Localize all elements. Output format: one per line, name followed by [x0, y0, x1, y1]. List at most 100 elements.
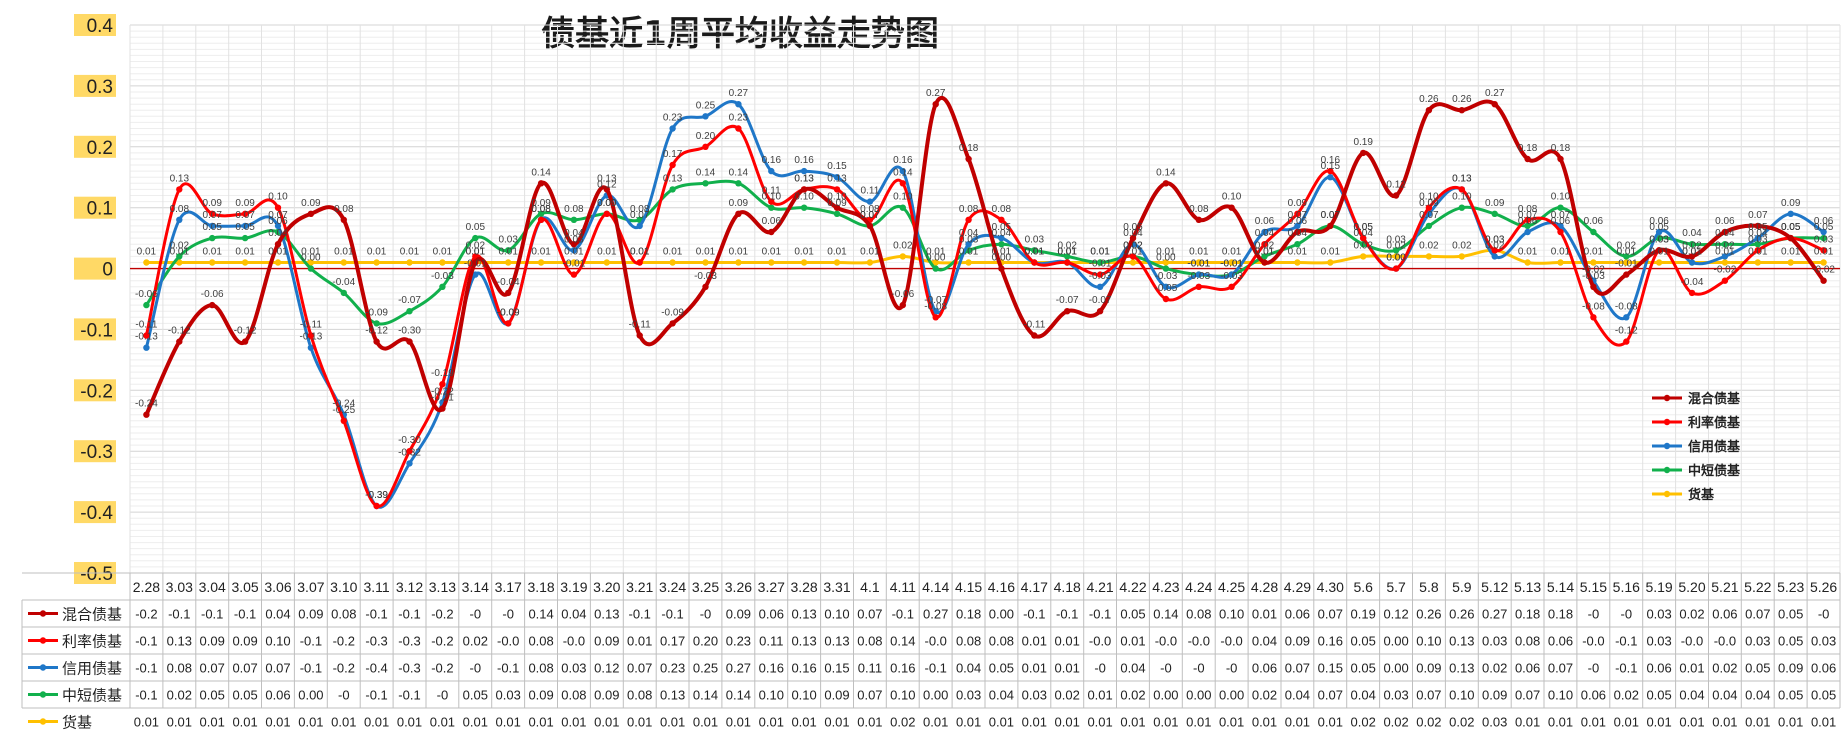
data-label: 0.01 [433, 247, 453, 258]
table-cell: 0.05 [989, 661, 1014, 676]
data-label: 0.01 [959, 247, 979, 258]
table-cell: 0.08 [627, 688, 652, 703]
data-point [1524, 155, 1531, 163]
data-point [1623, 338, 1630, 345]
data-point [1557, 204, 1564, 211]
table-cell: 0.03 [496, 688, 521, 703]
x-tick-label: 4.15 [955, 579, 982, 595]
data-label: -0.11 [629, 320, 651, 331]
table-cell: -0.3 [398, 634, 420, 649]
data-point [537, 259, 545, 266]
table-cell: 0.09 [298, 607, 323, 622]
data-label: 0.01 [564, 247, 584, 258]
data-label: 0.01 [1090, 247, 1110, 258]
y-tick: 0 [74, 257, 116, 281]
data-point [1064, 308, 1071, 315]
data-point [1064, 259, 1071, 266]
table-cell: 0.11 [858, 661, 882, 676]
data-label: 0.01 [170, 247, 190, 258]
data-label: 0.01 [860, 247, 880, 258]
y-tick: -0.3 [74, 440, 116, 463]
data-label: 0.02 [1386, 240, 1406, 251]
data-point [1557, 259, 1564, 266]
x-tick-label: 3.26 [725, 579, 752, 595]
table-cell: 0.05 [1778, 607, 1803, 622]
table-cell: 0.01 [1120, 715, 1145, 730]
data-point [1294, 241, 1301, 248]
data-point [340, 259, 347, 266]
table-cell: 0.03 [1646, 634, 1671, 649]
data-label: -0.02 [1812, 265, 1835, 276]
table-cell: 0.03 [1811, 634, 1836, 649]
x-tick-label: 5.6 [1353, 579, 1373, 595]
data-point [537, 180, 545, 187]
data-label: 0.00 [1386, 253, 1406, 264]
table-cell: -0.1 [398, 607, 420, 622]
data-label: 0.02 [1617, 240, 1637, 251]
table-cell: -0.2 [333, 634, 355, 649]
data-label: 0.25 [696, 100, 716, 111]
chart-title: 债基近1周平均收益走势图 [541, 14, 939, 54]
x-tick-label: 5.26 [1810, 579, 1837, 595]
data-label: 0.01 [926, 247, 946, 258]
table-cell: 0.09 [200, 634, 225, 649]
data-point [1655, 228, 1663, 236]
data-label: 0.26 [1452, 94, 1472, 105]
table-cell: 0.01 [791, 715, 816, 730]
data-label: -0.09 [497, 307, 520, 318]
table-cell: 0.13 [824, 634, 849, 649]
data-point [702, 259, 709, 266]
data-point [209, 259, 216, 266]
table-cell: 0.10 [824, 607, 849, 622]
data-label: 0.15 [1321, 161, 1341, 172]
data-point [241, 338, 249, 345]
data-point [669, 161, 676, 169]
legend-item: 信用债基 [1652, 439, 1741, 455]
data-point [1655, 247, 1663, 254]
data-label: 0.05 [1748, 222, 1768, 233]
data-point [472, 259, 479, 266]
data-label: 0.02 [1123, 240, 1143, 251]
data-point [209, 222, 216, 230]
data-label: 0.01 [1025, 247, 1045, 258]
data-point [1392, 253, 1400, 260]
data-point [1557, 155, 1564, 163]
table-cell: 0.01 [1055, 715, 1080, 730]
table-cell: -0 [437, 688, 449, 703]
y-tick: 0.1 [74, 196, 116, 220]
data-label: 0.09 [301, 198, 321, 209]
data-point [1688, 259, 1696, 266]
data-label: -0.12 [168, 326, 191, 337]
data-point [241, 222, 249, 230]
table-cell: -0.1 [661, 607, 683, 622]
data-point [965, 216, 972, 223]
data-point [932, 101, 939, 108]
data-point [1754, 247, 1762, 254]
data-label: 0.05 [235, 222, 255, 233]
data-point [1162, 180, 1170, 187]
y-tick-label: -0.1 [80, 320, 113, 341]
data-label: 0.01 [1518, 247, 1538, 258]
data-label: 0.09 [235, 198, 255, 209]
data-point [176, 216, 183, 223]
data-point [1721, 277, 1729, 284]
data-point [274, 222, 282, 230]
data-label: -0.13 [300, 332, 323, 343]
data-point [1820, 247, 1827, 254]
table-cell: 0.16 [1318, 634, 1343, 649]
data-label: -0.07 [1089, 295, 1112, 306]
table-cell: 0.00 [1186, 688, 1211, 703]
table-cell: 0.05 [1811, 688, 1836, 703]
table-cell: 0.07 [627, 661, 652, 676]
data-point [1031, 259, 1038, 266]
data-label: 0.05 [1781, 222, 1801, 233]
data-point [373, 338, 380, 345]
data-label: 0.07 [1551, 210, 1571, 221]
data-point [1228, 271, 1235, 278]
data-point [1425, 204, 1433, 211]
data-label: -0.09 [661, 307, 684, 318]
table-cell: 0.01 [956, 715, 981, 730]
data-label: 0.10 [1419, 192, 1439, 203]
data-label: 0.03 [1748, 234, 1768, 245]
y-tick: -0.2 [74, 379, 116, 402]
